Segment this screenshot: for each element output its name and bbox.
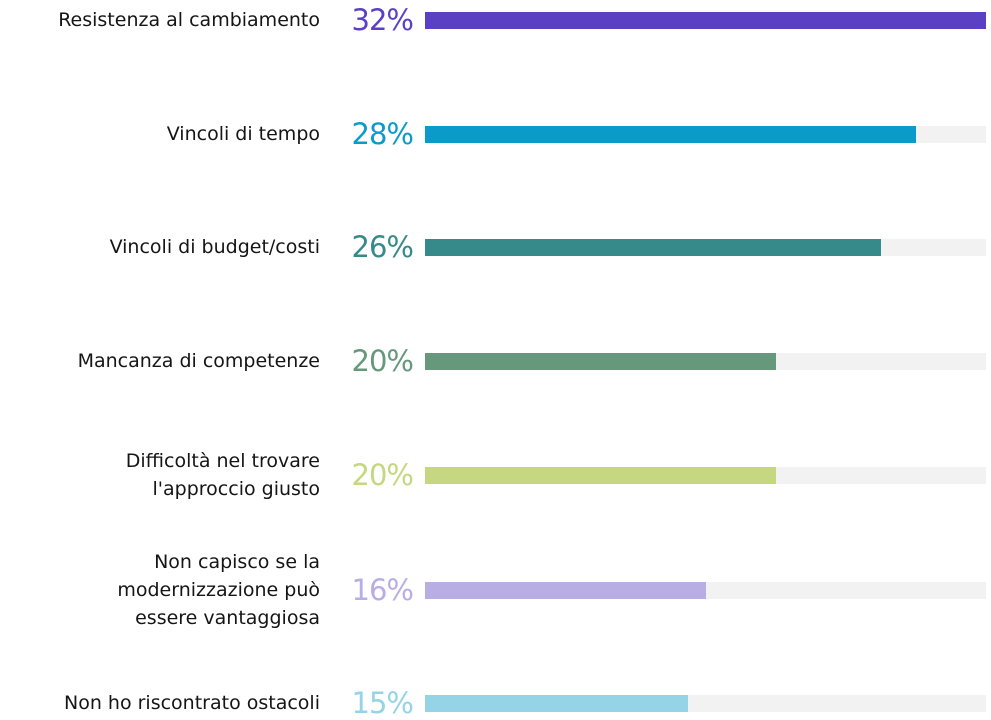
bar-track [425, 695, 986, 712]
value-label: 32% [351, 3, 414, 37]
value-label: 15% [351, 686, 414, 720]
bar-track [425, 467, 986, 484]
value-label: 16% [351, 573, 414, 607]
bar-track [425, 126, 986, 143]
category-label: Resistenza al cambiamento [58, 9, 320, 31]
value-label: 20% [351, 344, 414, 378]
bar [425, 353, 776, 370]
bar [425, 239, 881, 256]
category-label: Mancanza di competenze [77, 350, 320, 372]
bar-track [425, 582, 986, 599]
bar-track [425, 353, 986, 370]
category-label: Vincoli di budget/costi [109, 236, 320, 258]
category-label: Non capisco se la modernizzazione può es… [117, 551, 320, 629]
bar [425, 695, 688, 712]
value-label: 26% [351, 230, 414, 264]
bar [425, 467, 776, 484]
category-label: Difficoltà nel trovare l'approccio giust… [125, 450, 320, 500]
bar-track [425, 12, 986, 29]
bar [425, 582, 706, 599]
value-label: 28% [351, 117, 414, 151]
bar [425, 12, 986, 29]
category-label: Vincoli di tempo [166, 123, 320, 145]
category-label: Non ho riscontrato ostacoli [64, 692, 320, 714]
bar-track [425, 239, 986, 256]
value-label: 20% [351, 458, 414, 492]
bar [425, 126, 916, 143]
